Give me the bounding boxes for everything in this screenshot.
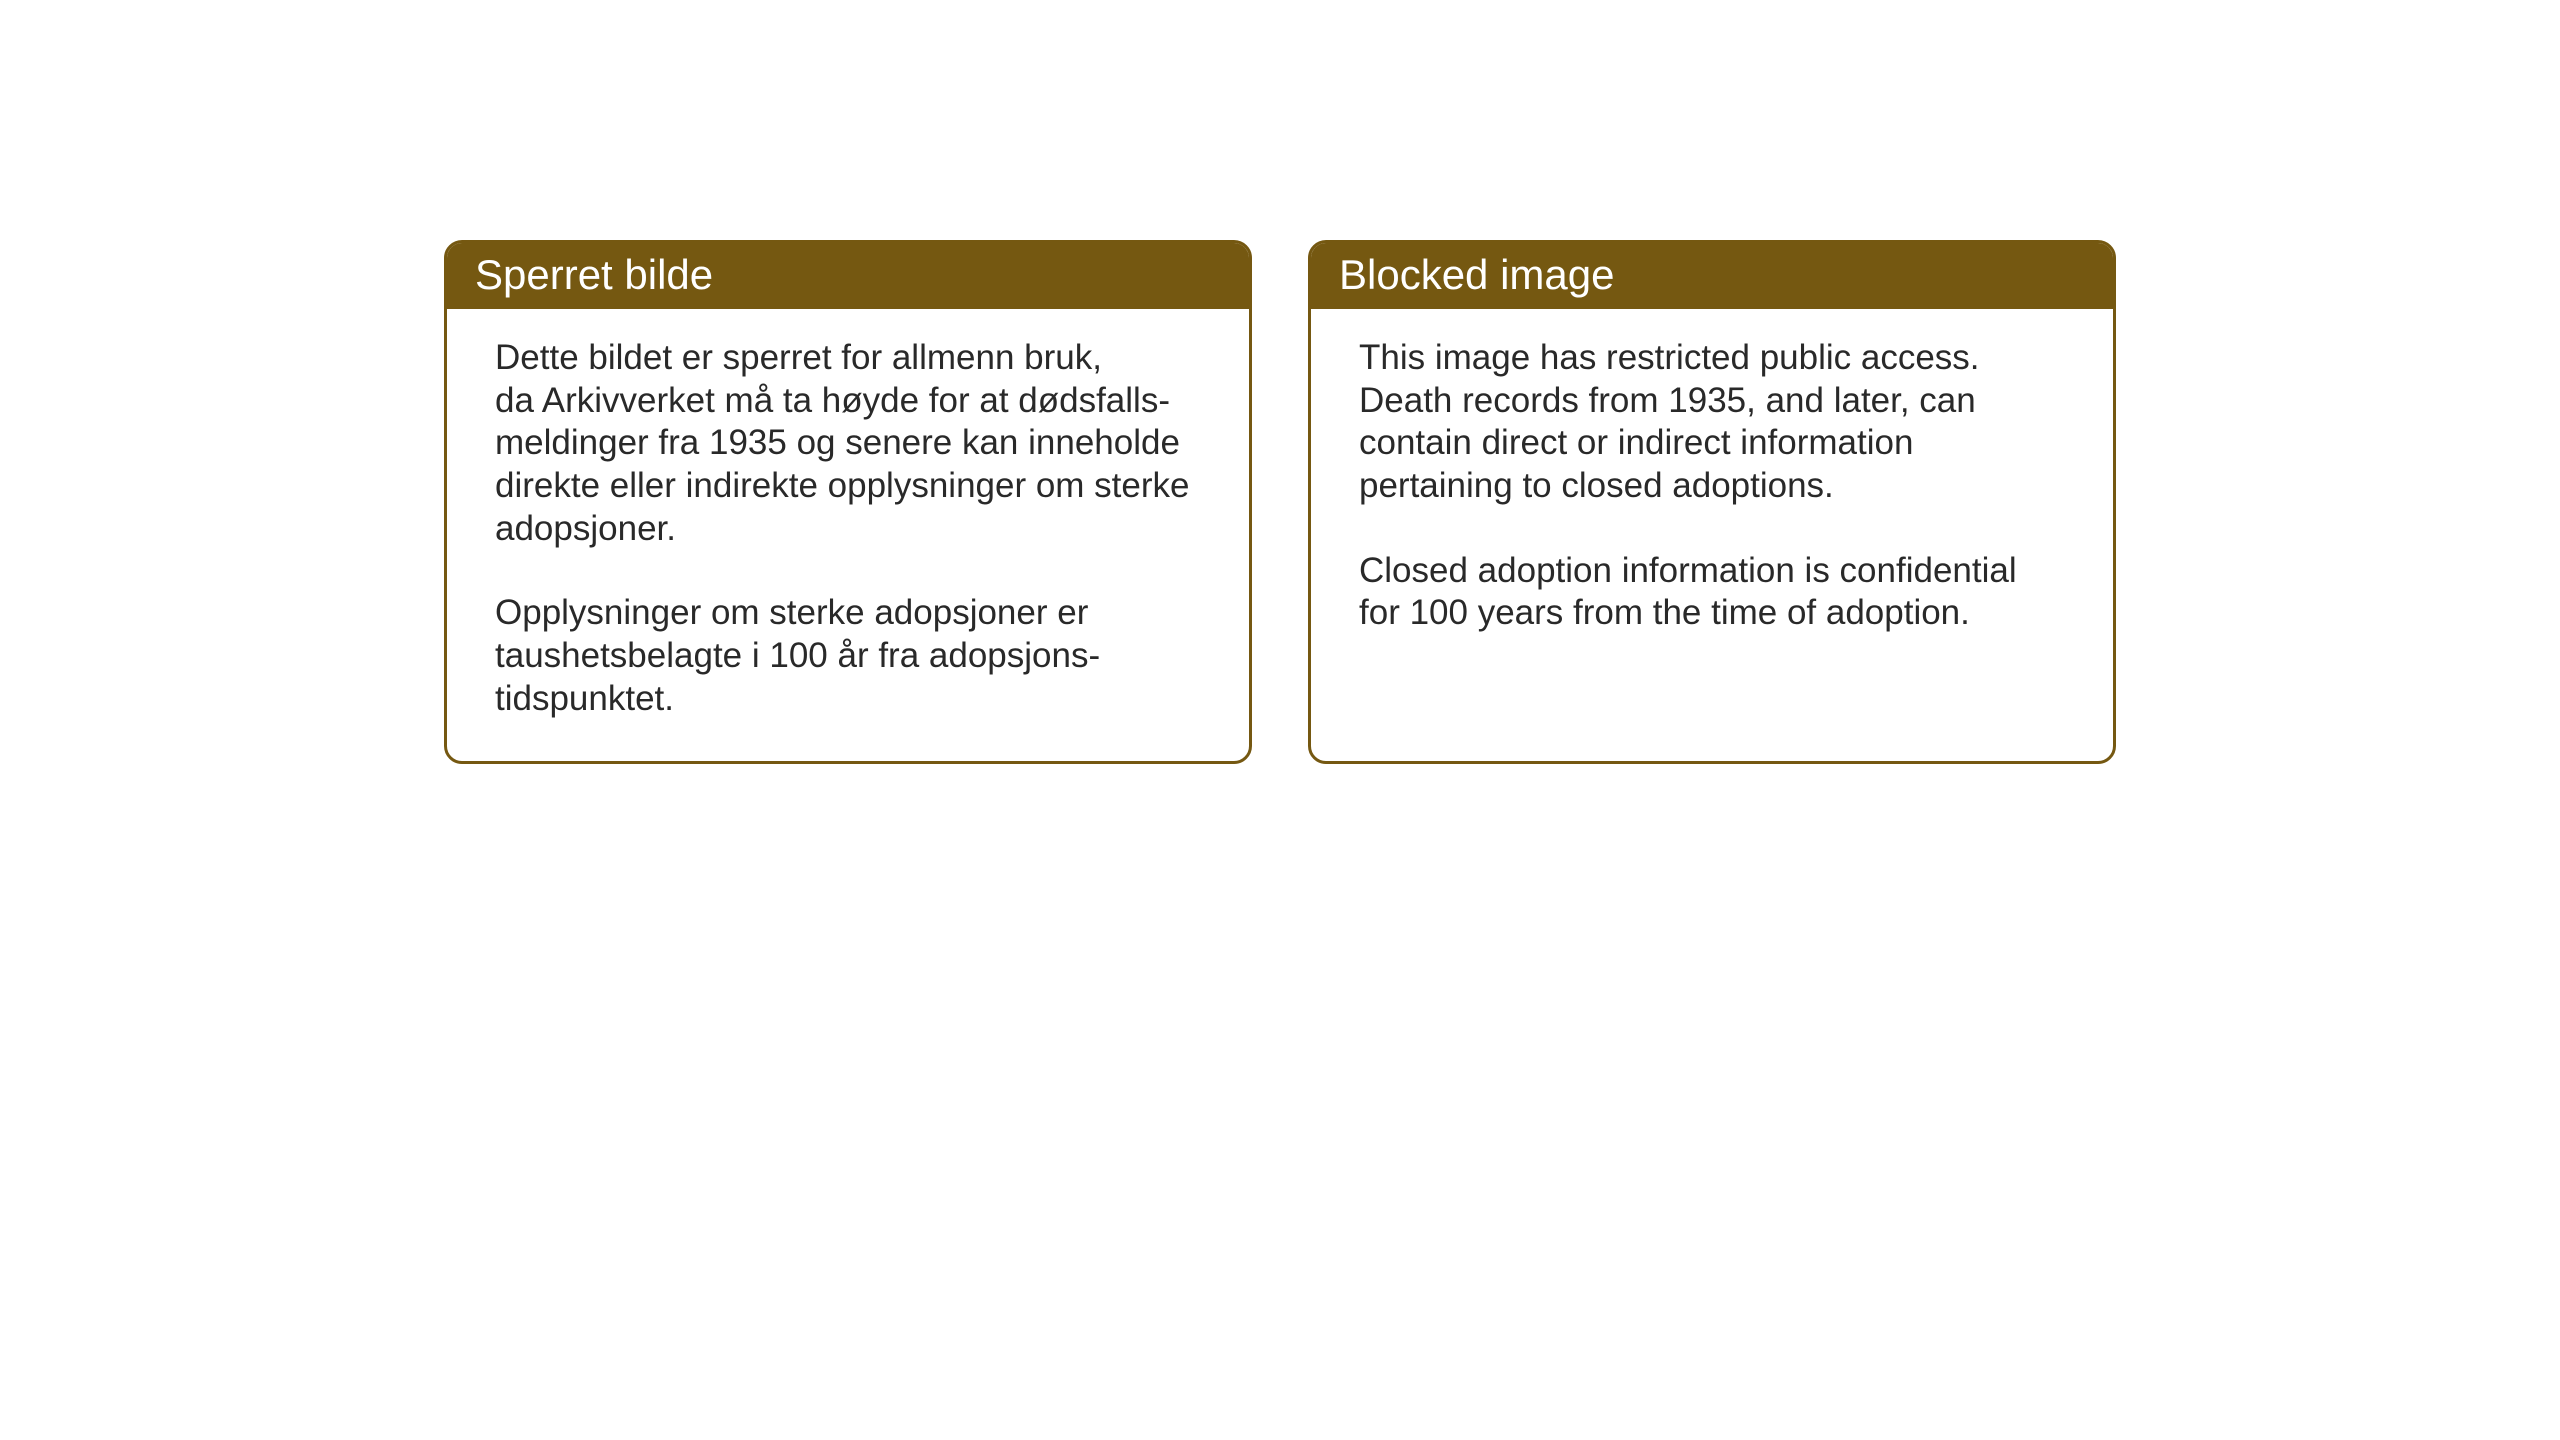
norwegian-card-body: Dette bildet er sperret for allmenn bruk… [447, 309, 1249, 761]
english-card: Blocked image This image has restricted … [1308, 240, 2116, 764]
english-paragraph-2: Closed adoption information is confident… [1359, 550, 2065, 635]
english-card-title: Blocked image [1339, 251, 1614, 298]
norwegian-card-title: Sperret bilde [475, 251, 713, 298]
english-paragraph-1: This image has restricted public access.… [1359, 337, 2065, 508]
norwegian-paragraph-1: Dette bildet er sperret for allmenn bruk… [495, 337, 1201, 550]
norwegian-card: Sperret bilde Dette bildet er sperret fo… [444, 240, 1252, 764]
english-card-body: This image has restricted public access.… [1311, 309, 2113, 675]
cards-container: Sperret bilde Dette bildet er sperret fo… [444, 240, 2116, 764]
norwegian-card-header: Sperret bilde [447, 243, 1249, 309]
norwegian-paragraph-2: Opplysninger om sterke adopsjoner er tau… [495, 592, 1201, 720]
english-card-header: Blocked image [1311, 243, 2113, 309]
